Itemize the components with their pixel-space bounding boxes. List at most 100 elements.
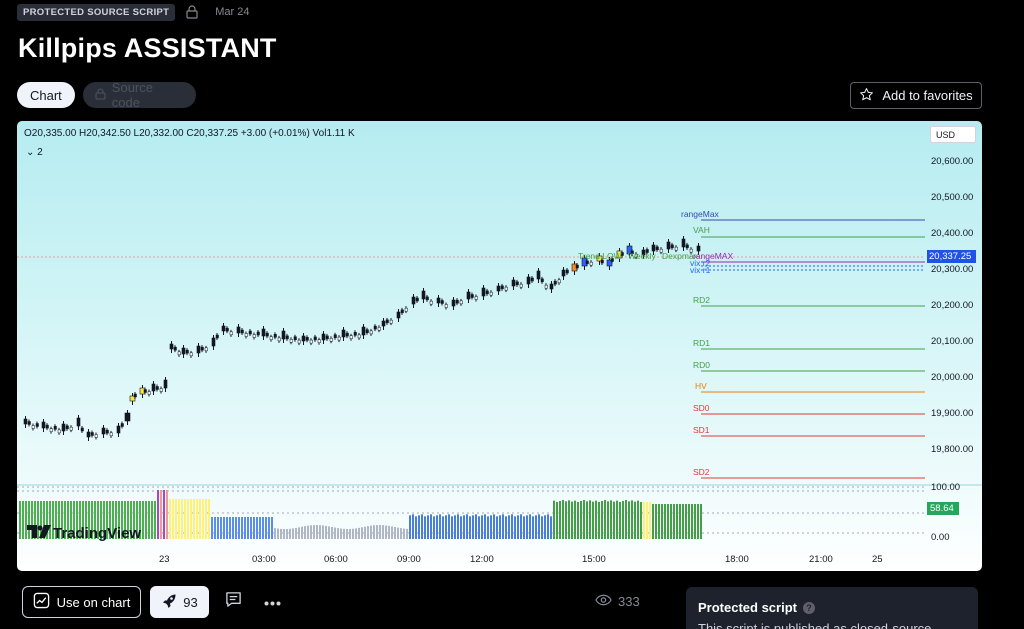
time-tick: 25 bbox=[872, 554, 883, 565]
time-tick: 15:00 bbox=[582, 554, 606, 565]
osc-tick: 100.00 bbox=[931, 482, 961, 493]
candle-body bbox=[589, 261, 593, 266]
osc-bar bbox=[331, 526, 333, 539]
osc-bar bbox=[412, 514, 414, 539]
candle-body bbox=[337, 336, 341, 341]
candle-body bbox=[645, 249, 649, 253]
tab-source-code-label: Source code bbox=[111, 80, 153, 110]
candle-body bbox=[143, 389, 147, 393]
candle-body bbox=[23, 418, 28, 425]
protected-script-title: Protected script bbox=[698, 600, 797, 615]
candle-body bbox=[666, 241, 671, 250]
candle-body bbox=[530, 277, 534, 282]
osc-bar bbox=[475, 514, 477, 539]
candle-body bbox=[353, 332, 357, 336]
osc-bar bbox=[574, 500, 576, 539]
candle-body bbox=[147, 391, 151, 395]
osc-bar bbox=[589, 500, 591, 539]
osc-bar bbox=[637, 500, 639, 539]
comments-button[interactable] bbox=[218, 586, 248, 618]
osc-bar bbox=[607, 501, 609, 539]
candle-body bbox=[49, 428, 53, 432]
osc-bar bbox=[283, 528, 285, 539]
osc-bar bbox=[172, 499, 174, 539]
osc-bar bbox=[139, 501, 141, 539]
candle-body bbox=[575, 264, 579, 269]
osc-bar bbox=[73, 501, 75, 539]
osc-bar bbox=[121, 501, 123, 539]
candle-body bbox=[225, 327, 229, 332]
osc-bar bbox=[691, 504, 693, 539]
price-tick: 20,300.00 bbox=[931, 264, 974, 275]
candle-body bbox=[504, 286, 508, 291]
osc-bar bbox=[373, 525, 375, 539]
add-to-favorites-label: Add to favorites bbox=[882, 88, 973, 103]
osc-bar bbox=[31, 501, 33, 539]
osc-bar bbox=[502, 514, 504, 539]
osc-bar bbox=[52, 501, 54, 539]
candle-body bbox=[289, 339, 293, 343]
osc-bar bbox=[493, 514, 495, 539]
osc-bar bbox=[535, 515, 537, 539]
candle-body bbox=[109, 432, 113, 437]
osc-bar bbox=[340, 528, 342, 539]
osc-bar bbox=[394, 527, 396, 539]
osc-bar bbox=[649, 502, 651, 539]
more-button[interactable] bbox=[257, 586, 287, 618]
tab-chart[interactable]: Chart bbox=[17, 82, 75, 108]
osc-bar bbox=[685, 504, 687, 539]
candle-body bbox=[670, 244, 674, 249]
osc-bar bbox=[622, 501, 624, 539]
osc-bar bbox=[133, 501, 135, 539]
indicators-toggle[interactable]: ⌄ 2 bbox=[26, 147, 43, 158]
osc-bar bbox=[625, 500, 627, 539]
candle-body bbox=[459, 300, 463, 305]
candle-body bbox=[557, 279, 561, 284]
candle-body bbox=[321, 333, 326, 341]
osc-bar bbox=[415, 516, 417, 539]
use-on-chart-button[interactable]: Use on chart bbox=[22, 586, 141, 618]
candle-body bbox=[481, 287, 486, 297]
osc-bar bbox=[403, 528, 405, 539]
boost-button[interactable]: 93 bbox=[150, 586, 209, 618]
candle-body bbox=[369, 330, 373, 335]
osc-bar bbox=[613, 501, 615, 539]
annotation-dexpmax: Dexpmax bbox=[662, 251, 698, 261]
candle-body bbox=[425, 296, 429, 301]
osc-bar bbox=[694, 504, 696, 539]
chart-area[interactable]: O20,335.00 H20,342.50 L20,332.00 C20,337… bbox=[17, 121, 982, 571]
osc-bar bbox=[184, 499, 186, 539]
candle-body bbox=[536, 270, 541, 280]
candle-body bbox=[421, 290, 426, 300]
osc-bar bbox=[175, 499, 177, 539]
osc-bar bbox=[577, 502, 579, 539]
osc-bar bbox=[391, 526, 393, 539]
osc-bar bbox=[511, 514, 513, 539]
candle-body bbox=[69, 426, 73, 431]
osc-bar bbox=[514, 516, 516, 539]
candle-body bbox=[177, 351, 181, 356]
osc-bar bbox=[427, 515, 429, 539]
osc-bar bbox=[43, 501, 45, 539]
osc-bar bbox=[496, 516, 498, 539]
osc-bar bbox=[469, 516, 471, 539]
tab-source-code[interactable]: Source code bbox=[82, 80, 196, 110]
osc-bar bbox=[640, 502, 642, 539]
osc-bar bbox=[271, 517, 273, 539]
price-tick: 19,900.00 bbox=[931, 408, 974, 419]
candle-body bbox=[45, 424, 49, 429]
osc-bar bbox=[115, 501, 117, 539]
add-to-favorites-button[interactable]: Add to favorites bbox=[850, 82, 982, 109]
candle-body bbox=[630, 250, 634, 255]
candle-body bbox=[696, 245, 701, 252]
osc-bar bbox=[562, 500, 564, 539]
currency-selector[interactable]: USD bbox=[930, 126, 976, 143]
osc-bar bbox=[526, 515, 528, 539]
eye-icon bbox=[595, 594, 612, 609]
protected-script-heading: Protected script ? bbox=[698, 600, 966, 615]
candle-body bbox=[526, 276, 531, 285]
help-icon[interactable]: ? bbox=[802, 601, 815, 614]
osc-bar bbox=[448, 514, 450, 539]
osc-bar bbox=[160, 490, 162, 539]
level-label-hv: HV bbox=[695, 381, 707, 391]
